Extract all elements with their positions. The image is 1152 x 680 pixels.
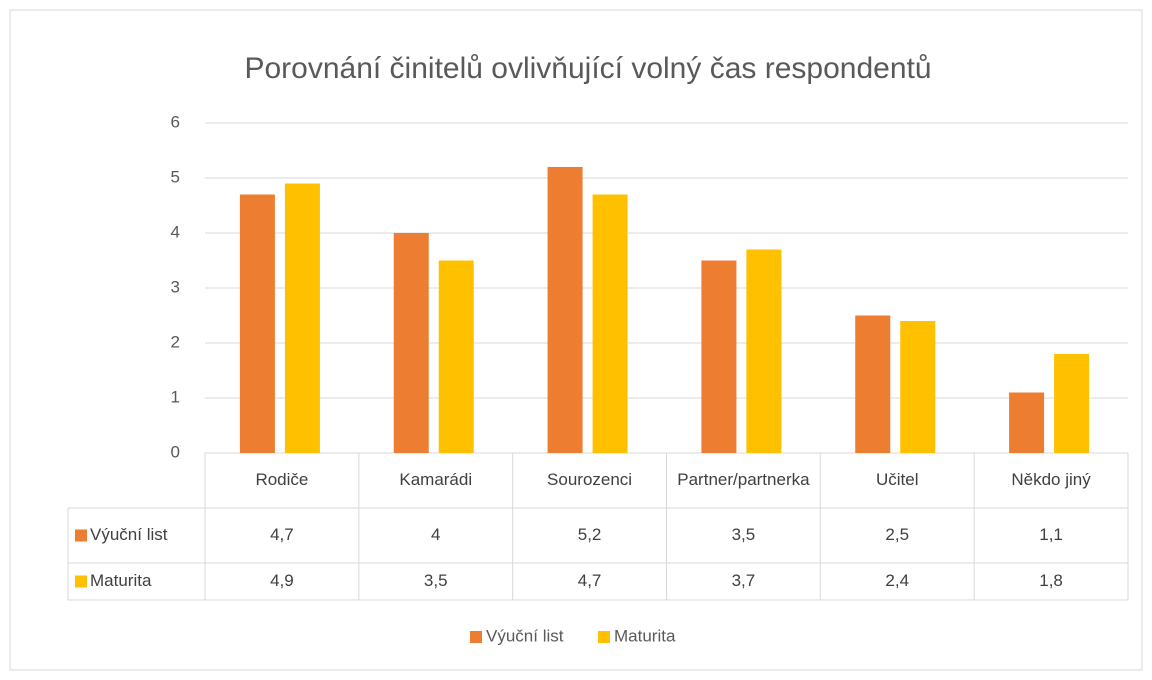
- table-value: 3,7: [731, 571, 756, 591]
- y-tick-label: 5: [171, 167, 180, 186]
- bar: [239, 194, 275, 453]
- x-tick-label: Kamarádi: [399, 470, 473, 490]
- bar: [746, 249, 782, 453]
- legend-key: [470, 631, 482, 643]
- y-tick-label: 4: [171, 222, 180, 241]
- table-series-name: Maturita: [90, 571, 152, 591]
- y-tick-label: 6: [171, 112, 180, 131]
- table-value: 2,5: [885, 525, 910, 545]
- table-value: 3,5: [423, 571, 448, 591]
- bar: [900, 321, 936, 453]
- bar: [701, 260, 737, 453]
- x-tick-label: Rodiče: [255, 470, 309, 490]
- bar: [592, 194, 628, 453]
- bar: [855, 315, 891, 453]
- table-series-name: Výuční list: [90, 525, 168, 545]
- table-value: 4,7: [577, 571, 602, 591]
- table-value: 4: [431, 525, 441, 545]
- bar: [547, 167, 583, 453]
- bar: [1009, 392, 1045, 453]
- bar: [438, 260, 474, 453]
- bar: [393, 233, 429, 453]
- legend-label: Výuční list: [486, 626, 564, 645]
- bar: [284, 183, 320, 453]
- bar: [1054, 354, 1090, 453]
- x-tick-label: Někdo jiný: [1011, 470, 1091, 490]
- table-value: 4,9: [270, 571, 294, 591]
- table-value: 1,8: [1039, 571, 1063, 591]
- legend-label: Maturita: [614, 626, 676, 645]
- table-value: 1,1: [1039, 525, 1063, 545]
- table-value: 5,2: [577, 525, 602, 545]
- x-tick-label: Učitel: [875, 470, 919, 490]
- y-tick-label: 1: [171, 387, 180, 406]
- table-value: 4,7: [270, 525, 294, 545]
- table-legend-key: [75, 529, 87, 542]
- legend-key: [598, 631, 610, 643]
- y-tick-label: 2: [171, 332, 180, 351]
- x-tick-label: Partner/partnerka: [677, 470, 810, 490]
- x-tick-label: Sourozenci: [547, 470, 633, 490]
- table-value: 3,5: [731, 525, 756, 545]
- table-value: 2,4: [885, 571, 910, 591]
- y-tick-label: 3: [171, 277, 180, 296]
- table-legend-key: [75, 575, 87, 588]
- y-tick-label: 0: [171, 442, 180, 461]
- chart-title: Porovnání činitelů ovlivňující volný čas…: [244, 52, 931, 85]
